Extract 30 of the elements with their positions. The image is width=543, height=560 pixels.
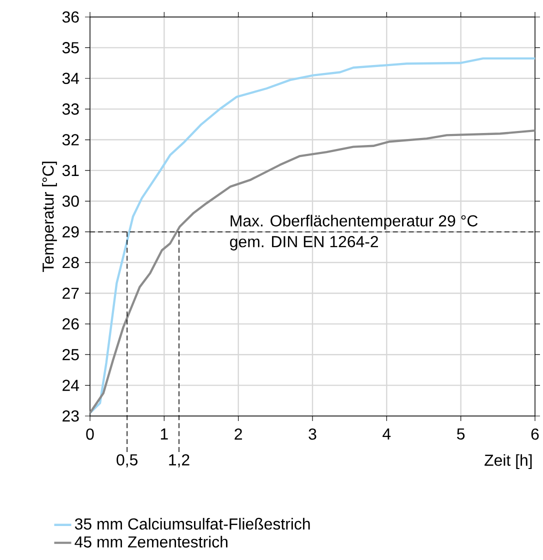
y-tick-label: 30 xyxy=(62,196,79,207)
x-tick-label: 6 xyxy=(531,428,539,440)
y-tick-label: 25 xyxy=(62,348,79,360)
x-tick-label: 5 xyxy=(457,428,465,440)
legend-label: 35 mm Calciumsulfat-Fließestrich xyxy=(74,518,310,530)
y-tick-label: 33 xyxy=(62,103,79,115)
x-tick-label: 0 xyxy=(86,428,94,440)
ref-line-label: 0,5 xyxy=(116,454,138,468)
x-tick-label: 3 xyxy=(308,428,316,440)
y-tick-label: 35 xyxy=(62,42,79,54)
ref-line-label: 1,2 xyxy=(169,454,190,468)
y-tick-label: 29 xyxy=(62,226,79,238)
y-tick-label: 23 xyxy=(62,410,79,422)
legend-label: 45 mm Zementestrich xyxy=(74,536,228,548)
x-tick-label: 1 xyxy=(160,428,168,440)
y-tick-label: 36 xyxy=(62,11,79,23)
y-tick-label: 26 xyxy=(62,318,79,330)
x-axis-title: Zeit [h] xyxy=(484,454,532,470)
x-tick-label: 4 xyxy=(382,428,391,440)
y-tick-label: 31 xyxy=(62,164,79,176)
y-axis-title: Temperatur [°C] xyxy=(42,162,57,272)
y-tick-label: 32 xyxy=(62,134,79,146)
ref-line-label: Max. Oberflächentemperatur 29 °C xyxy=(230,214,478,230)
line-series xyxy=(88,129,536,414)
annotation: gem. DIN EN 1264-2 xyxy=(230,236,378,250)
y-tick-label: 24 xyxy=(62,380,80,391)
y-tick-label: 34 xyxy=(62,72,80,84)
y-tick-label: 27 xyxy=(62,288,79,299)
y-tick-label: 28 xyxy=(62,256,79,268)
x-tick-label: 2 xyxy=(234,428,242,440)
